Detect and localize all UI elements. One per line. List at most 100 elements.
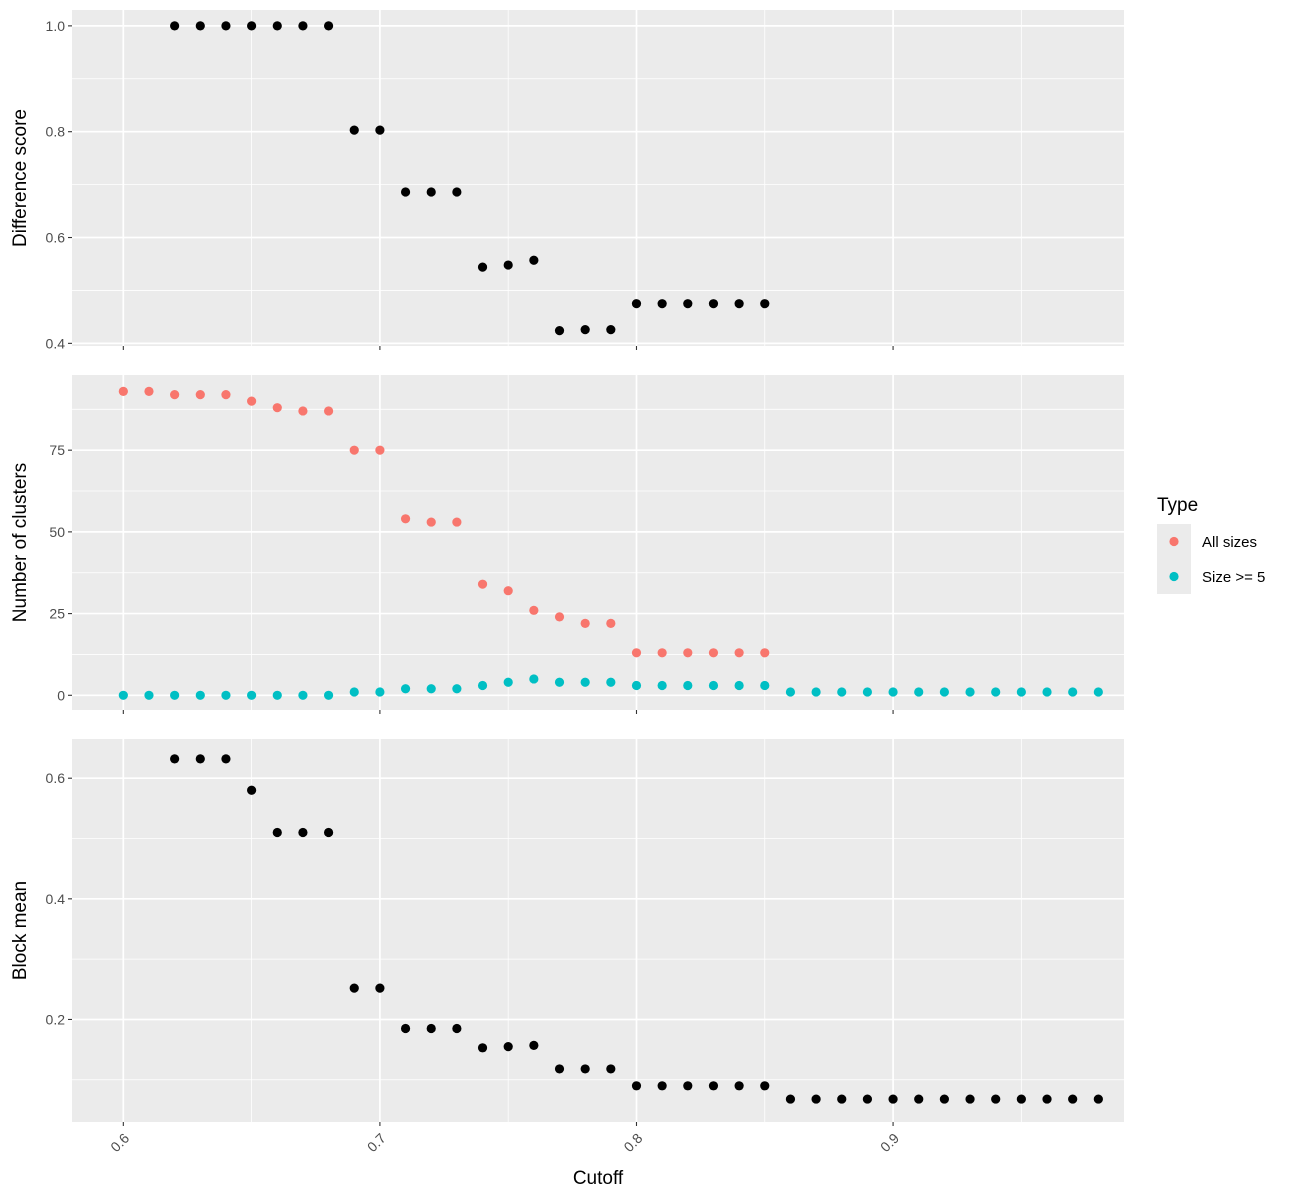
data-point: [452, 1023, 462, 1034]
y-axis-title: Difference score: [10, 109, 31, 247]
data-point: [144, 690, 154, 700]
legend-label: All sizes: [1202, 534, 1257, 551]
legend-marker: [1169, 571, 1179, 582]
data-point: [888, 1094, 898, 1104]
data-point: [118, 386, 128, 396]
y-tick-label: 0.2: [46, 1011, 66, 1027]
data-point: [144, 386, 154, 396]
data-point: [118, 690, 128, 700]
data-point: [1042, 687, 1052, 697]
data-point: [580, 618, 590, 628]
data-point: [683, 299, 693, 309]
data-point: [862, 1094, 873, 1104]
data-point: [298, 827, 308, 838]
data-point: [375, 983, 385, 993]
data-point: [529, 605, 539, 615]
legend: Type All sizes Size >= 5: [1157, 495, 1265, 594]
data-point: [554, 326, 565, 336]
data-point: [529, 255, 539, 265]
y-tick-label: 0.8: [46, 124, 66, 140]
data-point: [657, 680, 667, 691]
data-point: [606, 324, 616, 335]
data-point: [529, 1040, 539, 1050]
data-point: [606, 618, 616, 628]
data-point: [247, 690, 257, 700]
data-point: [939, 1094, 949, 1104]
panel-2: 0 25 50 75 Number of clusters: [10, 375, 1124, 714]
data-point: [734, 1081, 744, 1091]
panels: 0.4 0.6 0.8 1.0 Difference score 0 25 50 75 Numbe…: [10, 10, 1124, 1189]
y-tick-label: 0.6: [46, 230, 66, 246]
y-tick-label: 1.0: [46, 18, 66, 34]
data-point: [400, 684, 411, 694]
data-point: [760, 299, 770, 309]
y-tick-label: 50: [49, 524, 65, 540]
data-point: [1068, 687, 1078, 697]
data-point: [349, 125, 359, 135]
data-point: [400, 514, 411, 524]
y-tick-label: 0.6: [46, 770, 66, 786]
data-point: [221, 754, 231, 764]
data-point: [1093, 1094, 1103, 1104]
data-point: [349, 687, 359, 697]
data-point: [221, 21, 231, 31]
data-point: [1042, 1094, 1052, 1104]
data-point: [426, 1023, 436, 1034]
data-point: [631, 299, 642, 309]
data-point: [323, 406, 334, 416]
data-point: [914, 1094, 924, 1104]
panel-1: 0.4 0.6 0.8 1.0 Difference score: [10, 10, 1124, 351]
data-point: [195, 390, 205, 400]
y-tick-label: 25: [49, 606, 65, 622]
data-point: [503, 677, 513, 687]
data-point: [631, 680, 642, 691]
data-point: [708, 299, 719, 309]
data-point: [323, 690, 334, 700]
data-point: [247, 21, 257, 31]
data-point: [529, 674, 539, 684]
data-point: [1093, 687, 1103, 697]
data-point: [606, 1064, 616, 1074]
data-point: [760, 1081, 770, 1091]
data-point: [170, 690, 180, 700]
data-point: [939, 687, 949, 697]
data-point: [683, 680, 693, 691]
series-1: [170, 754, 1103, 1104]
data-point: [785, 687, 796, 697]
data-point: [221, 390, 231, 400]
data-point: [452, 684, 462, 694]
data-point: [170, 390, 180, 400]
data-point: [657, 299, 667, 309]
data-point: [554, 612, 565, 622]
data-point: [734, 680, 744, 691]
data-point: [170, 21, 180, 31]
data-point: [323, 21, 334, 31]
data-point: [221, 690, 231, 700]
data-point: [375, 125, 385, 135]
data-point: [965, 1094, 975, 1104]
data-point: [272, 403, 282, 413]
data-point: [734, 299, 744, 309]
data-point: [888, 687, 898, 697]
data-point: [631, 1081, 642, 1091]
y-axis-title: Number of clusters: [10, 463, 31, 622]
data-point: [452, 187, 462, 197]
legend-marker: [1169, 536, 1179, 547]
data-point: [965, 687, 975, 697]
data-point: [554, 1064, 565, 1074]
data-point: [1016, 687, 1026, 697]
data-point: [477, 1043, 488, 1053]
data-point: [349, 983, 359, 993]
data-point: [195, 690, 205, 700]
data-point: [503, 1042, 513, 1052]
data-point: [323, 827, 334, 838]
data-point: [349, 445, 359, 455]
data-point: [657, 1081, 667, 1091]
data-point: [708, 680, 719, 691]
data-point: [195, 21, 205, 31]
data-point: [272, 690, 282, 700]
data-point: [272, 21, 282, 31]
data-point: [298, 406, 308, 416]
data-point: [708, 1081, 719, 1091]
